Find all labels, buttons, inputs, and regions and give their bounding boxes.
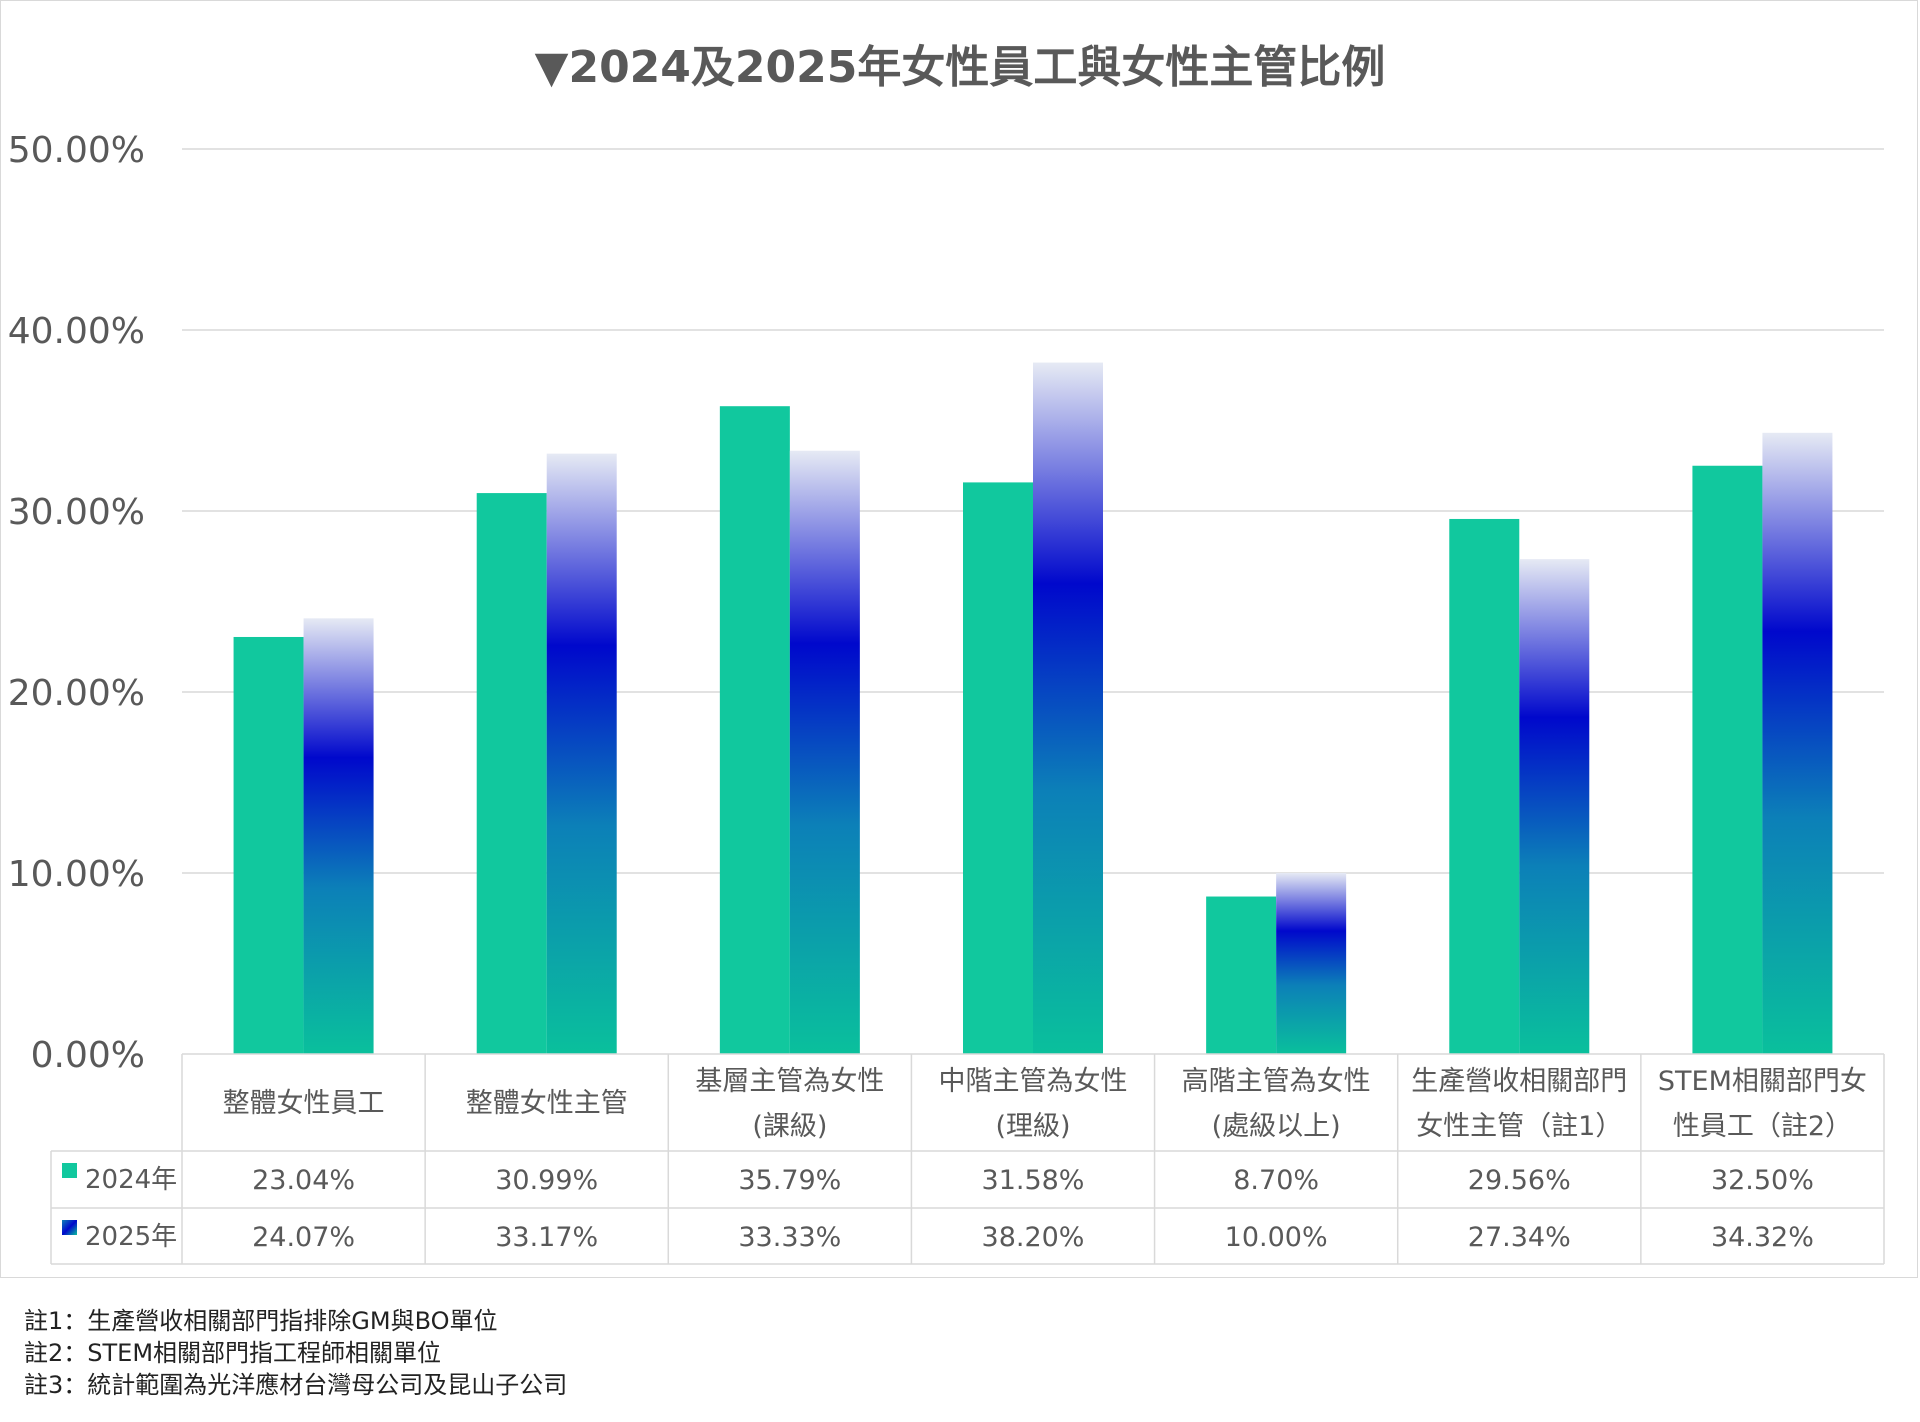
table-value-cell: 8.70% bbox=[1233, 1165, 1319, 1196]
bar-2025 bbox=[1519, 559, 1590, 1054]
bar-2025 bbox=[546, 453, 617, 1054]
table-value-cell: 35.79% bbox=[738, 1165, 841, 1196]
category-label: STEM相關部門女 bbox=[1658, 1066, 1867, 1097]
table-value-cell: 27.34% bbox=[1468, 1222, 1571, 1253]
legend-series-name: 2025年 bbox=[85, 1222, 177, 1252]
table-value-cell: 32.50% bbox=[1711, 1165, 1814, 1196]
bar-2024 bbox=[1692, 465, 1763, 1054]
table-value-cell: 33.33% bbox=[738, 1222, 841, 1253]
bar-2025 bbox=[1033, 362, 1103, 1055]
footnote-3: 註3：統計範圍為光洋應材台灣母公司及昆山子公司 bbox=[24, 1371, 568, 1399]
bar-2024 bbox=[963, 482, 1033, 1055]
y-tick-label: 50.00% bbox=[8, 130, 145, 171]
category-label: 中階主管為女性 bbox=[939, 1066, 1128, 1097]
y-tick-label: 30.00% bbox=[8, 492, 145, 533]
y-tick-label: 10.00% bbox=[8, 854, 145, 895]
y-tick-label: 20.00% bbox=[8, 673, 145, 714]
legend-series-name: 2024年 bbox=[85, 1165, 177, 1195]
footnote-1: 註1：生產營收相關部門指排除GM與BO單位 bbox=[24, 1307, 498, 1335]
chart-title: ▼2024及2025年女性員工與女性主管比例 bbox=[535, 42, 1386, 93]
bar-2025 bbox=[303, 618, 374, 1054]
table-value-cell: 23.04% bbox=[252, 1165, 355, 1196]
bar-chart: ▼2024及2025年女性員工與女性主管比例 0.00% 10.00% 20.00%… bbox=[8, 42, 1885, 1265]
category-label: 基層主管為女性 bbox=[695, 1066, 884, 1097]
bar-2025 bbox=[1276, 873, 1347, 1054]
category-label: 整體女性員工 bbox=[223, 1088, 385, 1119]
bar-2025 bbox=[789, 450, 860, 1054]
category-label: (處級以上) bbox=[1212, 1111, 1341, 1142]
legend-key-2025 bbox=[62, 1220, 77, 1235]
y-tick-label: 0.00% bbox=[31, 1035, 145, 1076]
bar-2024 bbox=[1206, 896, 1277, 1054]
footnote-2: 註2：STEM相關部門指工程師相關單位 bbox=[24, 1339, 442, 1367]
category-label: (課級) bbox=[752, 1111, 827, 1142]
table-value-cell: 34.32% bbox=[1711, 1222, 1814, 1253]
table-value-cell: 30.99% bbox=[495, 1165, 598, 1196]
legend-key-2024 bbox=[62, 1163, 77, 1178]
bar-2024 bbox=[233, 636, 304, 1054]
category-label: 女性主管（註1） bbox=[1416, 1111, 1622, 1142]
category-label: 高階主管為女性 bbox=[1182, 1066, 1371, 1097]
table-value-cell: 24.07% bbox=[252, 1222, 355, 1253]
category-label: 性員工（註2） bbox=[1673, 1111, 1852, 1142]
table-value-cell: 31.58% bbox=[982, 1165, 1085, 1196]
table-value-cell: 33.17% bbox=[495, 1222, 598, 1253]
table-value-cell: 38.20% bbox=[982, 1222, 1085, 1253]
footnotes: 註1：生產營收相關部門指排除GM與BO單位 註2：STEM相關部門指工程師相關單… bbox=[24, 1305, 567, 1401]
bar-2024 bbox=[1449, 518, 1520, 1054]
category-label: (理級) bbox=[995, 1111, 1070, 1142]
bar-2025 bbox=[1762, 432, 1833, 1055]
category-label: 整體女性主管 bbox=[466, 1088, 628, 1119]
table-value-cell: 10.00% bbox=[1225, 1222, 1328, 1253]
category-label: 生產營收相關部門 bbox=[1411, 1066, 1627, 1097]
y-tick-label: 40.00% bbox=[8, 311, 145, 352]
bar-2024 bbox=[476, 493, 547, 1054]
bar-2024 bbox=[719, 406, 790, 1054]
table-value-cell: 29.56% bbox=[1468, 1165, 1571, 1196]
